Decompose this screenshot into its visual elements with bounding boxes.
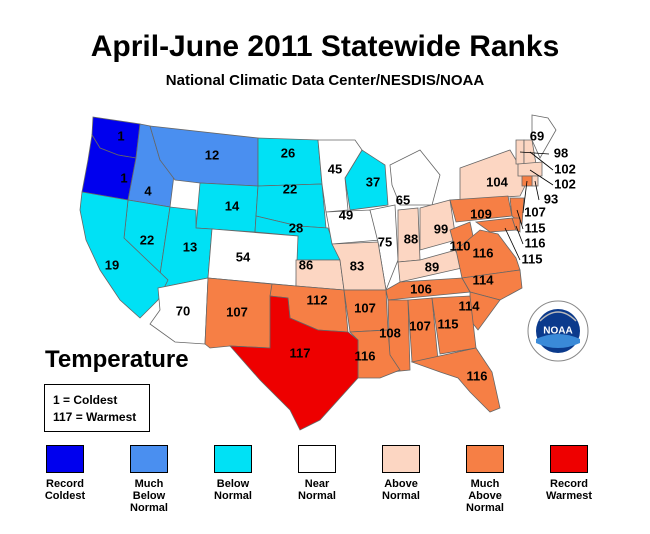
rank-label-md: 115 (522, 251, 543, 266)
leader-line-ma (529, 169, 554, 186)
legend-item: Near Normal (293, 445, 341, 502)
map-subtitle: National Climatic Data Center/NESDIS/NOA… (165, 72, 485, 89)
rank-label-mt: 12 (205, 147, 219, 162)
rank-label-sc: 114 (459, 298, 481, 313)
rank-label-az: 70 (176, 303, 190, 318)
legend-label: Above Normal (382, 478, 420, 502)
legend-label: Near Normal (298, 478, 336, 502)
state-co (207, 228, 299, 287)
legend-label: Much Below Normal (130, 478, 168, 514)
key-warmest: 117 = Warmest (53, 410, 137, 424)
rank-label-ri: 93 (544, 191, 558, 206)
rank-label-oh: 99 (434, 221, 448, 236)
leader-line-ri (534, 180, 540, 201)
rank-label-nh: 102 (554, 161, 576, 176)
state-md (474, 217, 517, 233)
state-ny (459, 149, 529, 201)
rank-label-va: 116 (473, 245, 494, 260)
noaa-logo: NOAA (527, 300, 589, 362)
legend-label: Much Above Normal (466, 478, 504, 514)
leader-line-ct (522, 180, 528, 214)
variable-label: Temperature (45, 346, 189, 373)
legend-label: Record Coldest (44, 478, 86, 502)
legend-label: Record Warmest (545, 478, 593, 502)
legend-item: Below Normal (209, 445, 257, 502)
rank-label-mi: 65 (396, 192, 410, 207)
leader-line-de (515, 225, 524, 245)
rank-label-wa: 1 (117, 128, 124, 143)
legend-label: Below Normal (214, 478, 252, 502)
rank-label-ca: 19 (105, 257, 119, 272)
legend-swatch (130, 445, 168, 473)
rank-label-fl: 116 (467, 368, 488, 383)
rank-label-nd: 26 (281, 145, 295, 160)
rank-label-ks: 86 (299, 257, 313, 272)
rank-label-wi: 37 (366, 174, 380, 189)
legend-swatch (214, 445, 252, 473)
legend-item: Record Coldest (41, 445, 89, 502)
rank-label-ky: 89 (425, 259, 439, 274)
state-me (531, 114, 557, 159)
rank-label-id: 4 (144, 183, 152, 198)
rank-label-co: 54 (236, 249, 251, 264)
noaa-logo-text: NOAA (543, 326, 572, 337)
key-coldest: 1 = Coldest (53, 393, 118, 407)
leader-line-nj (516, 209, 524, 230)
rank-key-box: 1 = Coldest 117 = Warmest (44, 384, 150, 432)
rank-label-ms: 108 (379, 325, 401, 340)
leader-line-md (504, 227, 521, 261)
rank-label-ne: 28 (289, 220, 303, 235)
rank-label-ia: 49 (339, 207, 353, 222)
rank-label-ct: 107 (524, 204, 546, 219)
state-ca (79, 191, 169, 319)
legend-item: Much Below Normal (125, 445, 173, 514)
rank-label-la: 116 (355, 348, 376, 363)
rank-label-tx: 117 (290, 345, 311, 360)
rank-label-me: 69 (530, 128, 544, 143)
state-fl (410, 347, 501, 413)
state-mn (317, 139, 363, 213)
legend-item: Much Above Normal (461, 445, 509, 514)
state-ma (517, 161, 543, 177)
rank-label-wv: 110 (450, 238, 471, 253)
rank-label-nj: 115 (525, 220, 546, 235)
rank-label-ga: 115 (438, 316, 459, 331)
state-tn (385, 277, 471, 301)
legend-item: Record Warmest (545, 445, 593, 502)
legend-swatch (298, 445, 336, 473)
rank-label-mo: 83 (350, 258, 364, 273)
rank-label-ma: 102 (554, 176, 576, 191)
rank-label-wy: 14 (225, 198, 240, 213)
rank-label-sd: 22 (283, 181, 297, 196)
rank-label-pa: 109 (470, 206, 492, 221)
rank-label-nc: 114 (473, 272, 495, 287)
legend-swatch (382, 445, 420, 473)
rank-label-nm: 107 (226, 304, 248, 319)
rank-label-ny: 104 (486, 174, 508, 189)
map-title: April-June 2011 Statewide Ranks (90, 30, 560, 63)
rank-label-ok: 112 (307, 292, 328, 307)
legend-swatch (550, 445, 588, 473)
rank-label-vt: 98 (554, 145, 568, 160)
rank-label-ut: 13 (183, 239, 197, 254)
state-pa (449, 195, 513, 223)
legend-swatch (46, 445, 84, 473)
rank-label-nv: 22 (140, 232, 154, 247)
leader-line-vt (519, 151, 550, 155)
rank-label-in: 88 (404, 231, 418, 246)
rank-label-mn: 45 (328, 161, 342, 176)
state-tx (229, 295, 359, 431)
rank-label-il: 75 (378, 234, 392, 249)
leader-line-nh (529, 151, 554, 171)
state-il (369, 204, 399, 292)
rank-label-tn: 106 (410, 281, 432, 296)
legend-item: Above Normal (377, 445, 425, 502)
rank-label-or: 1 (120, 170, 127, 185)
rank-label-al: 107 (409, 318, 431, 333)
rank-label-ar: 107 (354, 300, 376, 315)
legend-swatch (466, 445, 504, 473)
rank-label-de: 116 (525, 235, 546, 250)
